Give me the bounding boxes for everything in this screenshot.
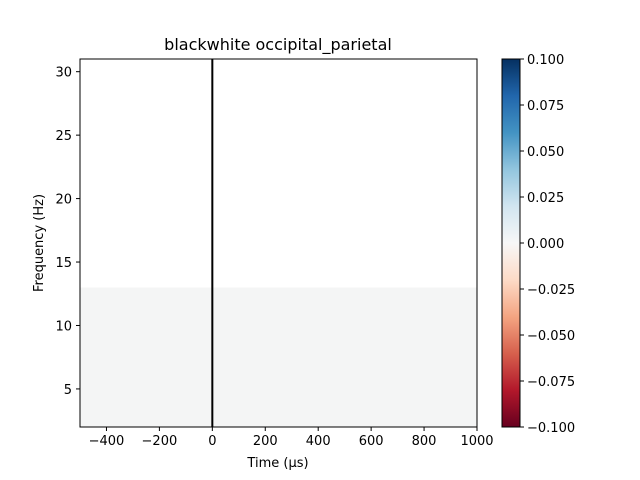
- x-axis: −400 −200 0 200 400 600 800 1000: [89, 427, 494, 449]
- y-axis: 5 10 15 20 25 30: [55, 66, 80, 398]
- x-axis-label: Time (µs): [246, 456, 308, 471]
- colorbar-tick-label: −0.100: [527, 421, 575, 436]
- colorbar-tick-label: 0.000: [527, 237, 564, 252]
- y-tick-label: 10: [55, 319, 72, 334]
- y-tick-label: 25: [55, 129, 72, 144]
- x-tick-label: 400: [306, 434, 331, 449]
- x-tick-label: 200: [253, 434, 278, 449]
- colorbar-tick-label: 0.075: [527, 99, 564, 114]
- colorbar-tick-label: −0.050: [527, 329, 575, 344]
- x-tick-label: −200: [142, 434, 178, 449]
- y-tick-label: 30: [55, 66, 72, 81]
- heatmap-region-1: [80, 59, 477, 288]
- heatmap-region-0: [80, 287, 477, 427]
- colorbar-gradient: [502, 59, 520, 427]
- colorbar: −0.100 −0.075 −0.050 −0.025 0.000 0.025 0.050 0…: [501, 53, 575, 436]
- x-tick-label: −400: [89, 434, 125, 449]
- x-tick-label: 600: [359, 434, 384, 449]
- y-tick-label: 15: [55, 256, 72, 271]
- colorbar-tick-label: 0.025: [527, 191, 564, 206]
- colorbar-tick-label: −0.025: [527, 283, 575, 298]
- colorbar-tick-label: 0.100: [527, 53, 564, 68]
- plot-frame: [79, 58, 478, 428]
- y-tick-label: 20: [55, 193, 72, 208]
- y-tick-label: 5: [64, 383, 72, 398]
- y-axis-label: Frequency (Hz): [32, 194, 47, 292]
- x-tick-label: 1000: [460, 434, 493, 449]
- colorbar-tick-label: 0.050: [527, 145, 564, 160]
- plot-area: [79, 58, 478, 428]
- colorbar-tick-label: −0.075: [527, 375, 575, 390]
- x-tick-label: 0: [208, 434, 216, 449]
- x-tick-label: 800: [412, 434, 437, 449]
- chart-title: blackwhite occipital_parietal: [164, 35, 392, 55]
